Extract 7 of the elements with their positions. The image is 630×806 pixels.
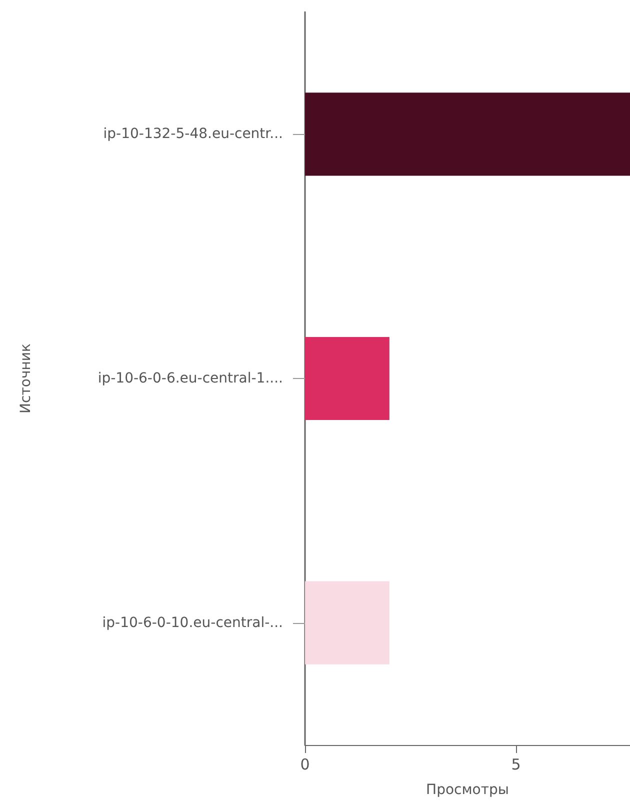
y-axis-title: Источник — [18, 344, 34, 414]
y-tick-label: ip-10-6-0-10.eu-central-... — [102, 614, 283, 631]
y-tick-label: ip-10-132-5-48.eu-centr... — [103, 126, 283, 142]
x-tick-label: 5 — [511, 756, 521, 774]
x-tick-label: 0 — [300, 756, 310, 774]
y-tick-label: ip-10-6-0-6.eu-central-1.... — [98, 370, 283, 386]
x-axis-title: Просмотры — [426, 782, 509, 798]
